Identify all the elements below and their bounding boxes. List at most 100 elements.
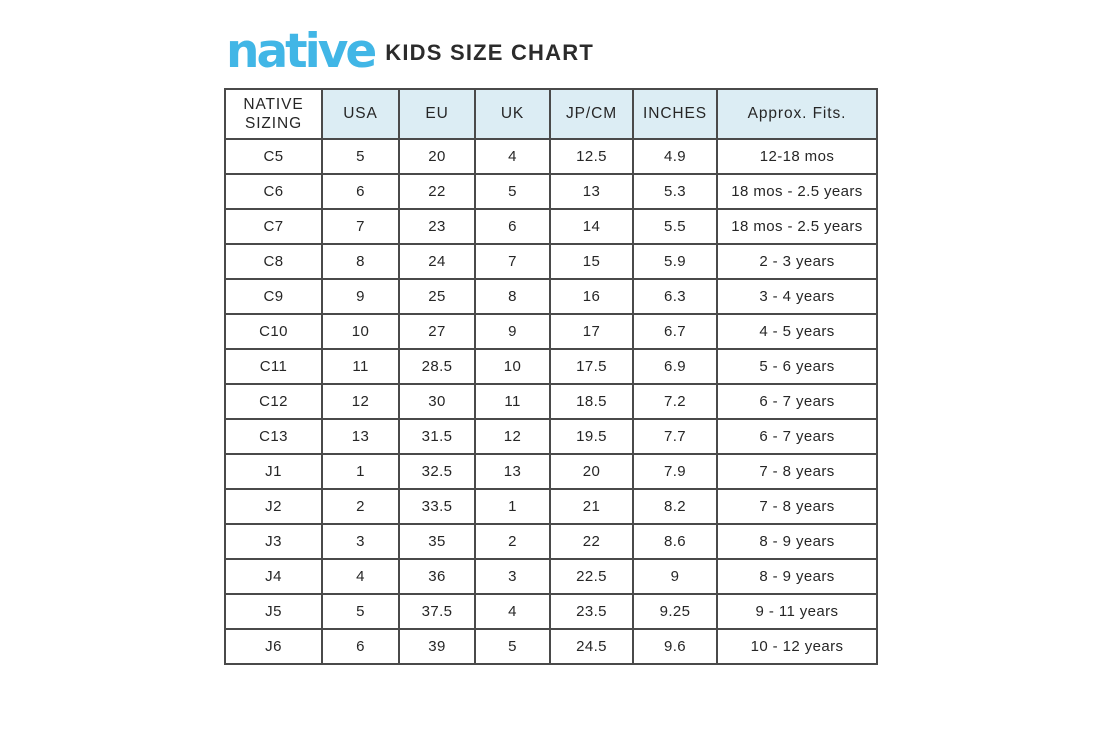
table-cell: 3 - 4 years [716, 278, 878, 315]
table-cell: 5 - 6 years [716, 348, 878, 385]
table-cell: 7 - 8 years [716, 453, 878, 490]
table-cell: 5 [474, 173, 551, 210]
table-row: C6 6 22 5 13 5.3 18 mos - 2.5 years [224, 173, 878, 210]
table-cell: 1 [321, 453, 400, 490]
table-cell: 6 [321, 628, 400, 665]
size-chart-body: C5 5 20 4 12.5 4.9 12-18 mos C6 6 22 5 13 5.3 18 mos … [224, 138, 878, 665]
table-cell: 5 [474, 628, 551, 665]
table-cell: C12 [224, 383, 323, 420]
table-cell: 3 [321, 523, 400, 560]
table-cell: 10 [321, 313, 400, 350]
table-cell: 6.9 [632, 348, 718, 385]
table-cell: 39 [398, 628, 476, 665]
table-cell: 6 [474, 208, 551, 245]
table-row: J2 2 33.5 1 21 8.2 7 - 8 years [224, 488, 878, 525]
table-cell: 21 [549, 488, 634, 525]
table-row: J3 3 35 2 22 8.6 8 - 9 years [224, 523, 878, 560]
table-cell: 16 [549, 278, 634, 315]
table-cell: 13 [321, 418, 400, 455]
table-cell: C5 [224, 138, 323, 175]
table-cell: 8 [321, 243, 400, 280]
table-row: C8 8 24 7 15 5.9 2 - 3 years [224, 243, 878, 280]
table-cell: 37.5 [398, 593, 476, 630]
table-cell: 18.5 [549, 383, 634, 420]
table-cell: 19.5 [549, 418, 634, 455]
brand-header: native KIDS SIZE CHART [226, 24, 594, 79]
table-cell: 9 [474, 313, 551, 350]
table-cell: 13 [474, 453, 551, 490]
table-cell: 14 [549, 208, 634, 245]
table-cell: 32.5 [398, 453, 476, 490]
table-row: C5 5 20 4 12.5 4.9 12-18 mos [224, 138, 878, 175]
table-cell: J1 [224, 453, 323, 490]
table-cell: C6 [224, 173, 323, 210]
table-cell: 10 - 12 years [716, 628, 878, 665]
table-cell: 8 - 9 years [716, 523, 878, 560]
size-chart-header: NATIVE SIZING USA EU UK JP/CM INCHES Approx. F… [224, 88, 878, 140]
column-header-6: Approx. Fits. [716, 88, 878, 140]
table-cell: 5.3 [632, 173, 718, 210]
table-cell: 5.5 [632, 208, 718, 245]
column-header-2: EU [398, 88, 476, 140]
table-row: C7 7 23 6 14 5.5 18 mos - 2.5 years [224, 208, 878, 245]
header-row: NATIVE SIZING USA EU UK JP/CM INCHES Approx. F… [224, 88, 878, 140]
table-cell: 7 - 8 years [716, 488, 878, 525]
table-cell: 5 [321, 593, 400, 630]
table-cell: 17.5 [549, 348, 634, 385]
table-cell: 18 mos - 2.5 years [716, 173, 878, 210]
table-cell: 8.6 [632, 523, 718, 560]
table-cell: 25 [398, 278, 476, 315]
table-cell: 9.6 [632, 628, 718, 665]
table-cell: 11 [474, 383, 551, 420]
table-cell: 11 [321, 348, 400, 385]
table-cell: 24 [398, 243, 476, 280]
table-cell: 6 [321, 173, 400, 210]
table-cell: J6 [224, 628, 323, 665]
column-header-5: INCHES [632, 88, 718, 140]
table-cell: C7 [224, 208, 323, 245]
table-row: C13 13 31.5 12 19.5 7.7 6 - 7 years [224, 418, 878, 455]
table-cell: 5.9 [632, 243, 718, 280]
table-cell: 4 - 5 years [716, 313, 878, 350]
table-cell: 4 [474, 138, 551, 175]
table-cell: 6.3 [632, 278, 718, 315]
page-title: KIDS SIZE CHART [385, 40, 594, 66]
table-cell: 8 - 9 years [716, 558, 878, 595]
table-cell: 30 [398, 383, 476, 420]
table-cell: C11 [224, 348, 323, 385]
table-cell: 10 [474, 348, 551, 385]
table-cell: C9 [224, 278, 323, 315]
table-cell: 8 [474, 278, 551, 315]
column-header-3: UK [474, 88, 551, 140]
table-cell: 4.9 [632, 138, 718, 175]
table-cell: 20 [398, 138, 476, 175]
table-cell: 8.2 [632, 488, 718, 525]
table-cell: C10 [224, 313, 323, 350]
table-cell: 7.2 [632, 383, 718, 420]
table-cell: 36 [398, 558, 476, 595]
table-cell: 9 - 11 years [716, 593, 878, 630]
table-cell: 2 [321, 488, 400, 525]
table-cell: 3 [474, 558, 551, 595]
column-header-4: JP/CM [549, 88, 634, 140]
table-row: C10 10 27 9 17 6.7 4 - 5 years [224, 313, 878, 350]
table-cell: 24.5 [549, 628, 634, 665]
table-cell: 20 [549, 453, 634, 490]
table-cell: 1 [474, 488, 551, 525]
table-cell: 5 [321, 138, 400, 175]
table-cell: 9 [321, 278, 400, 315]
table-cell: J2 [224, 488, 323, 525]
table-cell: 23.5 [549, 593, 634, 630]
table-cell: 12 [474, 418, 551, 455]
table-cell: 2 [474, 523, 551, 560]
table-cell: C13 [224, 418, 323, 455]
table-cell: 6 - 7 years [716, 418, 878, 455]
table-cell: 33.5 [398, 488, 476, 525]
table-row: J6 6 39 5 24.5 9.6 10 - 12 years [224, 628, 878, 665]
native-logo: native [226, 24, 377, 79]
table-cell: 12-18 mos [716, 138, 878, 175]
table-cell: 15 [549, 243, 634, 280]
column-header-0: NATIVE SIZING [224, 88, 323, 140]
table-cell: C8 [224, 243, 323, 280]
table-cell: 28.5 [398, 348, 476, 385]
